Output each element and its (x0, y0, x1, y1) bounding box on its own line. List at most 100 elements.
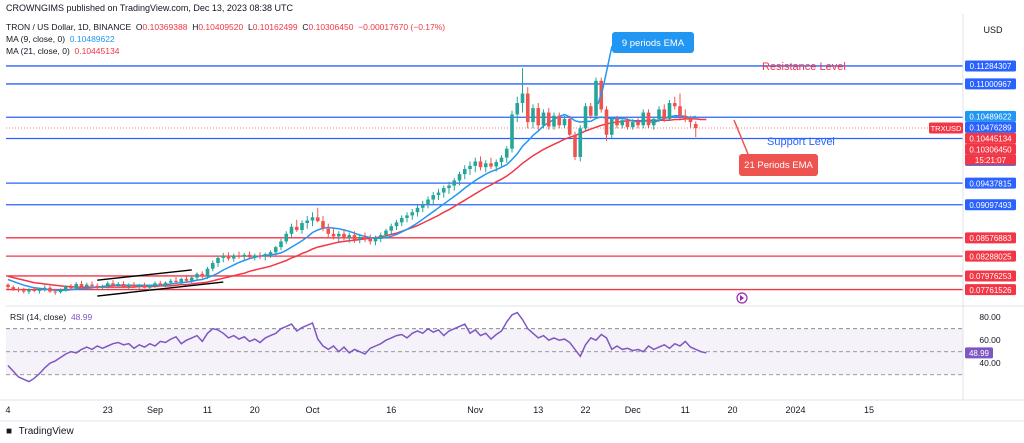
candle-body (441, 188, 446, 193)
rsi-legend-label: RSI (14, close) (10, 312, 67, 322)
candle (394, 219, 399, 230)
candle-body (226, 256, 231, 259)
candle-body (688, 118, 693, 123)
candle (688, 115, 693, 129)
candle (546, 108, 551, 130)
candle-body (384, 230, 388, 236)
rsi-legend-value: 48.99 (70, 312, 93, 322)
candle-body (604, 109, 609, 135)
candle (436, 188, 441, 201)
candle (399, 215, 404, 227)
candle-body (368, 238, 373, 242)
candle-body (326, 228, 331, 234)
candle (357, 233, 362, 244)
candle-body (483, 163, 488, 168)
candle (667, 99, 672, 121)
candle (478, 156, 483, 171)
resistance-label: Resistance Level (762, 61, 846, 73)
price-label-text: 0.11284307 (970, 62, 1012, 71)
candle-body (268, 252, 273, 255)
price-label: 0.10489622 (965, 110, 1016, 122)
candle-body (289, 226, 294, 234)
price-label-text: 0.10476289 (969, 124, 1012, 133)
legend-ma21-value: 0.10445134 (74, 46, 120, 56)
candle (468, 161, 472, 175)
candle-body (132, 284, 136, 288)
candle-body (573, 134, 577, 157)
candle (473, 157, 478, 173)
price-label-text: 0.10445134 (969, 135, 1012, 144)
time-tick-label: 16 (386, 405, 396, 415)
candle (179, 277, 184, 285)
trendline-0 (97, 269, 192, 281)
candle-body (53, 291, 58, 293)
symbol-badge-box (929, 122, 963, 134)
candle (163, 281, 168, 288)
legend-change: −0.00017670 (−0.17%) (358, 22, 446, 32)
candle (221, 252, 226, 263)
price-label-text: 0.08576883 (969, 234, 1012, 243)
candle-body (242, 254, 247, 257)
candle-body (536, 108, 541, 126)
candle (242, 252, 247, 260)
candle (504, 146, 509, 163)
candle (294, 219, 299, 232)
rsi-current-text: 48.99 (969, 349, 990, 358)
candle (384, 228, 388, 239)
legend-ma9-row[interactable]: MA (9, close, 0) 0.10489622 (6, 33, 445, 45)
legend-ma21-row[interactable]: MA (21, close, 0) 0.10445134 (6, 45, 445, 57)
candle (594, 77, 598, 119)
price-label: 0.07976253 (965, 270, 1016, 282)
candle (510, 110, 514, 153)
legend-high: H0.10409520 (192, 22, 244, 32)
candle (63, 285, 68, 292)
legend-ma21-label: MA (21, close, 0) (6, 46, 70, 56)
legend-ma9-label: MA (9, close, 0) (6, 34, 66, 44)
candle-body (90, 284, 94, 286)
price-label-box (965, 199, 1016, 211)
candle-body (310, 217, 315, 221)
ema9-callout-box (612, 32, 694, 53)
candle-body (168, 280, 173, 283)
price-label: 0.07761526 (965, 284, 1016, 296)
candle (326, 223, 331, 238)
candle (552, 112, 556, 130)
candle-body (321, 221, 325, 229)
rsi-legend[interactable]: RSI (14, close) 48.99 (10, 312, 92, 322)
candle (69, 283, 73, 291)
candle-body (457, 174, 462, 181)
candle (21, 287, 26, 294)
candle (368, 234, 373, 245)
candle (226, 252, 231, 261)
candle-body (27, 289, 31, 292)
candle (100, 284, 105, 291)
time-tick-label: 4 (5, 405, 10, 415)
legend-symbol: TRON / US Dollar, 1D, BINANCE (6, 22, 132, 32)
candle (273, 245, 278, 256)
candle-body (300, 223, 304, 230)
candle-body (494, 162, 499, 167)
candle (420, 200, 425, 213)
time-tick-label: 11 (203, 405, 212, 415)
candle-body (373, 238, 378, 242)
candle (373, 235, 378, 246)
candle-body (153, 283, 157, 286)
price-label-box (965, 270, 1016, 282)
candle (588, 103, 593, 119)
candle (536, 103, 541, 130)
candle-body (641, 112, 646, 126)
candle (378, 232, 383, 243)
candle (231, 253, 236, 262)
time-tick-label: Dec (625, 405, 642, 415)
candle (42, 285, 47, 292)
symbol-badge-text: TRXUSD (931, 124, 962, 133)
candle (111, 280, 115, 287)
candle (646, 109, 651, 129)
candle-body (95, 285, 100, 288)
candle-body (588, 106, 593, 116)
candle (158, 280, 163, 287)
candle (641, 109, 646, 129)
candle (410, 209, 415, 220)
candle (258, 252, 262, 260)
